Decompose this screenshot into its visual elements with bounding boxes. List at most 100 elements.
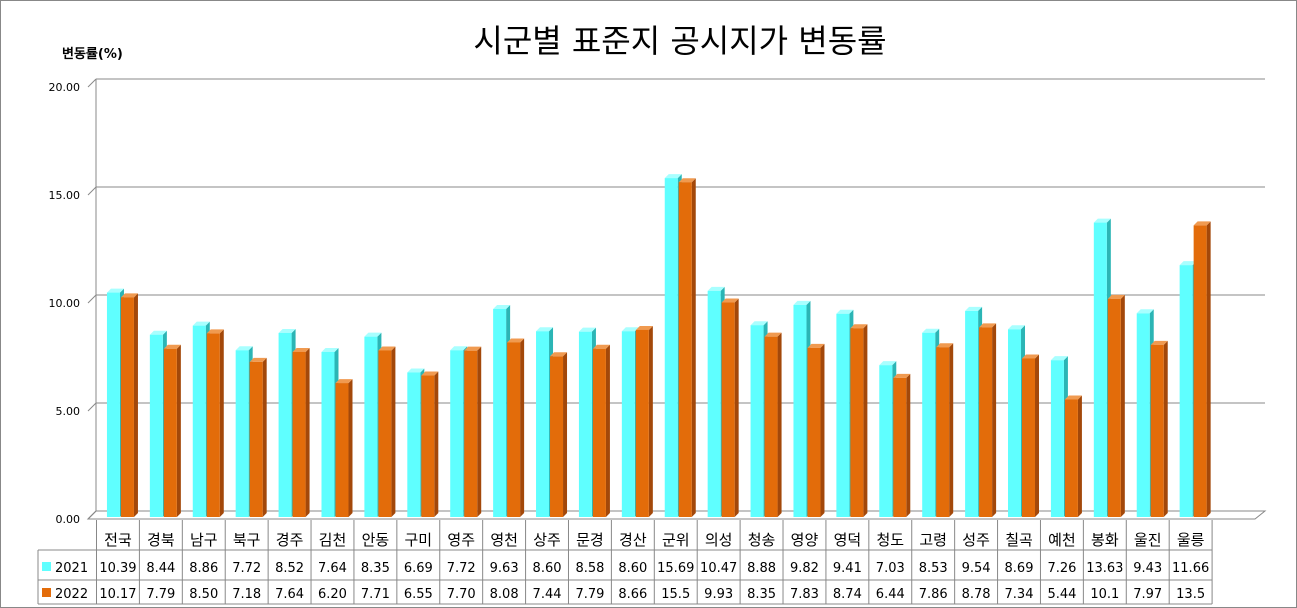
x-category-label: 북구	[233, 531, 261, 549]
legend-label: 2022	[55, 587, 88, 602]
bar-2022-의성	[721, 298, 739, 517]
data-label-2022: 13.5	[1176, 587, 1205, 602]
x-category-label: 영주	[447, 531, 475, 549]
bar-front	[278, 332, 292, 517]
data-label-2022: 7.18	[232, 587, 261, 602]
bar-top	[1136, 309, 1154, 314]
bar-front	[764, 336, 778, 517]
y-tick-label: 15.00	[49, 189, 81, 202]
data-label-2021: 9.63	[490, 561, 519, 576]
bar-top	[450, 346, 468, 351]
bar-2022-경북	[163, 344, 181, 517]
bar-front	[836, 313, 850, 517]
bar-side	[305, 347, 310, 517]
data-label-2022: 8.08	[490, 587, 519, 602]
data-label-2021: 9.43	[1133, 561, 1162, 576]
data-label-2021: 8.53	[919, 561, 948, 576]
bar-front	[1107, 298, 1121, 517]
bar-side	[1035, 354, 1040, 517]
bar-2022-청도	[893, 373, 911, 517]
bar-side	[648, 325, 653, 517]
bar-2022-구미	[421, 371, 439, 517]
bar-front	[550, 356, 564, 517]
data-label-2021: 8.58	[575, 561, 604, 576]
bar-side	[992, 323, 997, 517]
bar-top	[321, 347, 339, 352]
bar-top	[493, 304, 511, 309]
bar-front	[1008, 329, 1022, 517]
bar-front	[1093, 222, 1107, 518]
y-tick-label: 5.00	[56, 405, 81, 418]
legend-swatch-2021	[42, 562, 51, 571]
bar-top	[678, 178, 696, 183]
bar-side	[262, 357, 267, 517]
bar-top	[793, 300, 811, 305]
bar-front	[120, 297, 134, 517]
bar-top	[421, 371, 439, 376]
data-label-2021: 8.88	[747, 561, 776, 576]
data-label-2022: 7.70	[447, 587, 476, 602]
bar-front	[965, 310, 979, 517]
bar-top	[1008, 325, 1026, 330]
data-label-2022: 10.1	[1090, 587, 1119, 602]
data-label-2021: 7.72	[447, 561, 476, 576]
bar-2022-문경	[592, 344, 610, 517]
x-category-label: 영양	[791, 531, 819, 549]
x-category-label: 남구	[190, 531, 218, 549]
x-category-label: 의성	[705, 531, 733, 549]
bar-front	[707, 290, 721, 517]
data-label-2022: 7.97	[1133, 587, 1162, 602]
y-tick-label: 10.00	[49, 297, 81, 310]
bar-2022-봉화	[1107, 294, 1125, 517]
bar-top	[850, 324, 868, 329]
bar-front	[1050, 360, 1064, 517]
data-label-2021: 13.63	[1086, 561, 1123, 576]
data-label-2022: 8.50	[189, 587, 218, 602]
bar-front	[979, 327, 993, 517]
bar-front	[149, 334, 163, 517]
bar-front	[721, 302, 735, 517]
data-label-2021: 7.64	[318, 561, 347, 576]
data-label-2022: 6.44	[876, 587, 905, 602]
bar-2022-고령	[936, 343, 954, 517]
bar-side	[477, 346, 482, 517]
bar-front	[106, 292, 120, 517]
y-tick-label: 0.00	[56, 513, 81, 526]
gridline-side	[87, 294, 97, 304]
bar-top	[120, 293, 138, 298]
bar-side	[1120, 294, 1125, 517]
data-label-2022: 8.35	[747, 587, 776, 602]
data-label-2021: 8.60	[533, 561, 562, 576]
bar-front	[206, 333, 220, 517]
bar-top	[922, 328, 940, 333]
bar-front	[407, 372, 421, 517]
data-label-2021: 9.54	[962, 561, 991, 576]
x-category-label: 예천	[1048, 531, 1076, 549]
bar-top	[507, 338, 525, 343]
bar-top	[807, 343, 825, 348]
bar-front	[850, 328, 864, 517]
bar-top	[235, 346, 253, 351]
bar-top	[1050, 356, 1068, 361]
data-label-2021: 9.41	[833, 561, 862, 576]
bar-front	[750, 325, 764, 517]
x-category-label: 경주	[276, 531, 304, 549]
bar-top	[278, 328, 296, 333]
data-label-2021: 7.26	[1047, 561, 1076, 576]
bar-top	[721, 298, 739, 303]
bar-top	[163, 344, 181, 349]
data-label-2021: 6.69	[404, 561, 433, 576]
data-label-2021: 11.66	[1172, 561, 1209, 576]
y-axis-label: 변동률(%)	[62, 47, 123, 62]
bar-front	[1179, 265, 1193, 517]
bar-front	[163, 348, 177, 517]
bar-top	[1150, 340, 1168, 345]
gridline-side	[87, 402, 97, 412]
bar-top	[407, 368, 425, 373]
data-label-2021: 8.86	[189, 561, 218, 576]
bar-front	[249, 361, 263, 517]
bar-front	[493, 308, 507, 517]
data-label-2021: 8.69	[1005, 561, 1034, 576]
bar-top	[1107, 294, 1125, 299]
